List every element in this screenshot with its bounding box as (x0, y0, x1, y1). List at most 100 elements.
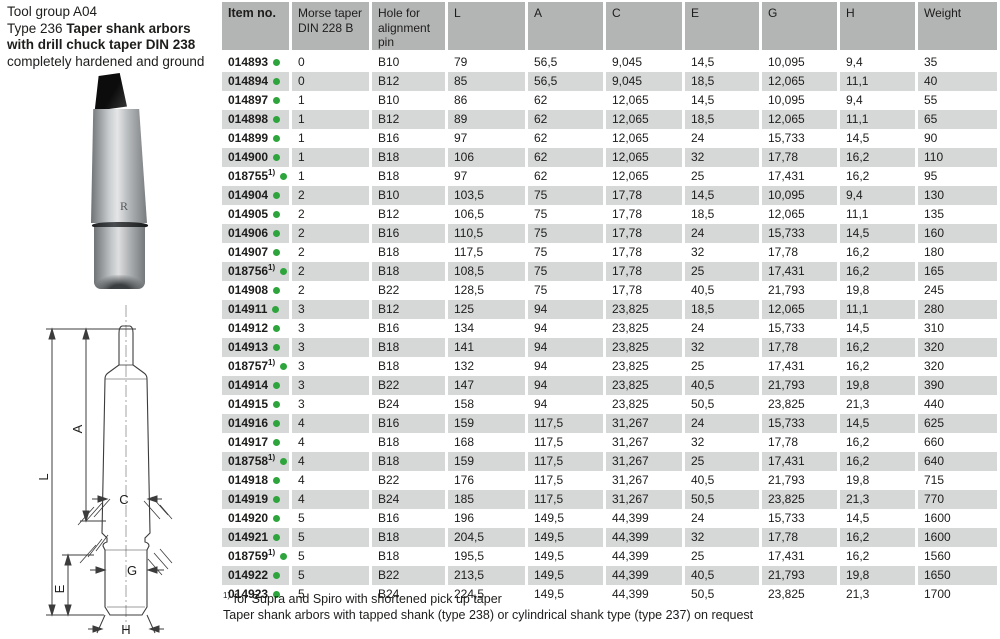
arbor-tang (94, 73, 127, 111)
table-row: 014913 3 B18 141 94 23,825 32 17,78 16,2 320 (222, 337, 997, 357)
value-cell: 224,5 (448, 584, 528, 604)
value-cell: 147 (448, 375, 528, 395)
item-no: 014913 (228, 340, 269, 354)
value-cell: 14,5 (840, 413, 918, 433)
value-cell: 75 (528, 280, 606, 300)
value-cell: 4 (292, 470, 372, 490)
value-cell: B18 (372, 242, 448, 262)
value-cell: 75 (528, 185, 606, 205)
value-cell: 32 (685, 147, 762, 167)
value-cell: 117,5 (528, 432, 606, 452)
table-row: 0187561) 2 B18 108,5 75 17,78 25 17,431 16,2 165 (222, 261, 997, 281)
value-cell: 10,095 (762, 90, 840, 110)
value-cell: 15,733 (762, 508, 840, 528)
item-no: 014914 (228, 378, 269, 392)
value-cell: 75 (528, 242, 606, 262)
item-no: 014904 (228, 188, 269, 202)
value-cell: 31,267 (606, 432, 685, 452)
value-cell: 16,2 (840, 432, 918, 452)
value-cell: 14,5 (840, 128, 918, 148)
availability-dot-icon (272, 305, 280, 313)
value-cell: 1 (292, 166, 372, 186)
table-row: 014911 3 B12 125 94 23,825 18,5 12,065 11,1 280 (222, 299, 997, 319)
value-cell: B18 (372, 546, 448, 566)
value-cell: 18,5 (685, 71, 762, 91)
value-cell: 134 (448, 318, 528, 338)
item-no: 014897 (228, 93, 269, 107)
item-no: 014898 (228, 112, 269, 126)
value-cell: B10 (372, 185, 448, 205)
value-cell: 31,267 (606, 451, 685, 471)
dim-label-H: H (121, 622, 130, 637)
value-cell: 160 (918, 223, 997, 243)
value-cell: 17,78 (762, 337, 840, 357)
value-cell: 14,5 (685, 52, 762, 72)
column-header: G (762, 2, 840, 53)
column-header: A (528, 2, 606, 53)
value-cell: 17,78 (762, 147, 840, 167)
value-cell: 94 (528, 299, 606, 319)
dim-label-G: G (127, 563, 137, 578)
availability-dot-icon (273, 476, 281, 484)
value-cell: 79 (448, 52, 528, 72)
value-cell: 165 (918, 261, 997, 281)
item-no-cell: 014899 (222, 128, 292, 148)
value-cell: 320 (924, 359, 945, 373)
item-no-cell: 014908 (222, 280, 292, 300)
value-cell: 31,267 (606, 413, 685, 433)
value-cell: 23,825 (606, 337, 685, 357)
value-cell: B16 (372, 413, 448, 433)
value-cell: 12,065 (762, 299, 840, 319)
column-header: Hole for alignment pin (372, 2, 448, 53)
value-cell: 1700 (924, 587, 951, 601)
item-no: 018759 (228, 549, 269, 563)
value-cell: 128,5 (448, 280, 528, 300)
value-cell: 25 (685, 261, 762, 281)
availability-dot-icon (273, 495, 281, 503)
availability-dot-icon (273, 229, 281, 237)
availability-dot-icon (280, 552, 288, 560)
value-cell: B18 (372, 147, 448, 167)
value-cell: B18 (372, 166, 448, 186)
value-cell: 44,399 (606, 508, 685, 528)
hatching (77, 496, 173, 576)
value-cell: 23,825 (762, 394, 840, 414)
value-cell: 55 (924, 93, 938, 107)
value-cell: 97 (448, 128, 528, 148)
value-cell: 660 (924, 435, 945, 449)
value-cell: 40,5 (685, 280, 762, 300)
value-cell: 15,733 (762, 318, 840, 338)
item-no-cell: 0187591) (222, 546, 292, 566)
value-cell: 14,5 (840, 318, 918, 338)
item-no: 014921 (228, 530, 269, 544)
tool-group-label: Tool group A04 (7, 4, 98, 19)
availability-dot-icon (273, 134, 281, 142)
value-cell: 159 (448, 451, 528, 471)
table-row: 014916 4 B16 159 117,5 31,267 24 15,733 14,5 625 (222, 413, 997, 433)
value-cell: 23,825 (762, 489, 840, 509)
value-cell: 4 (292, 451, 372, 471)
item-no-cell: 014907 (222, 242, 292, 262)
availability-dot-icon (280, 362, 288, 370)
availability-dot-icon (273, 115, 281, 123)
value-cell: B16 (372, 128, 448, 148)
item-no-cell: 014906 (222, 223, 292, 243)
value-cell: 17,78 (762, 527, 840, 547)
value-cell: 9,4 (840, 52, 918, 72)
value-cell: 62 (528, 128, 606, 148)
value-cell: 125 (448, 299, 528, 319)
availability-dot-icon (273, 533, 281, 541)
value-cell: 159 (448, 413, 528, 433)
value-cell: 21,793 (762, 565, 840, 585)
value-cell: 17,78 (606, 204, 685, 224)
item-no: 018755 (228, 169, 269, 183)
value-cell: 245 (924, 283, 945, 297)
item-no-cell: 014898 (222, 109, 292, 129)
value-cell: 56,5 (528, 52, 606, 72)
value-cell: 32 (685, 337, 762, 357)
value-cell: 24 (685, 318, 762, 338)
value-cell: 149,5 (528, 508, 606, 528)
footnotes: 1) for Supra and Spiro with shortened pi… (223, 591, 753, 623)
value-cell: 12,065 (606, 128, 685, 148)
